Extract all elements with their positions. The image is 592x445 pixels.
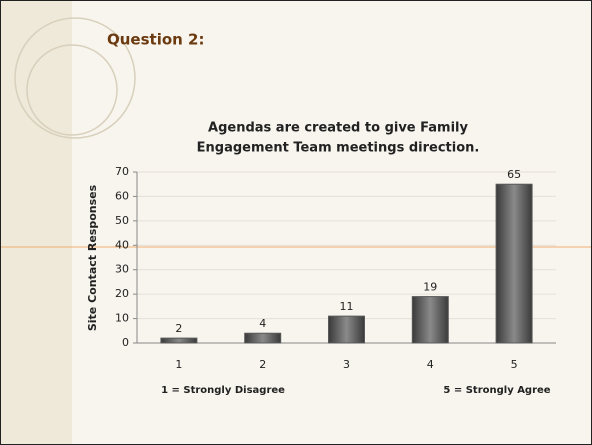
y-tick-label: 20 [115,287,129,300]
annotation: 1 = Strongly Disagree [161,385,285,396]
y-tick-label: 50 [115,214,129,227]
y-tick-label: 30 [115,263,129,276]
data-label: 19 [423,281,437,294]
bar [328,315,365,344]
decor-circle [14,17,136,139]
decor-circle [26,44,118,136]
x-tick-label: 4 [427,358,434,371]
y-tick-label: 0 [122,336,129,349]
y-tick-label: 40 [115,238,129,251]
bar [244,332,282,344]
chart-title: Engagement Team meetings direction. [197,141,480,156]
x-tick-label: 2 [259,358,266,371]
side-strip [1,1,72,444]
data-label: 11 [340,300,354,313]
y-tick-label: 70 [115,165,129,178]
x-tick-label: 5 [511,358,518,371]
y-tick-label: 60 [115,189,129,202]
y-tick-label: 10 [115,312,129,325]
slide-title: Question 2: [107,31,205,49]
bar [160,337,198,344]
bar [495,183,533,344]
y-axis-label: Site Contact Responses [86,184,99,331]
chart-title: Agendas are created to give Family [208,121,468,136]
x-tick-label: 3 [343,358,350,371]
x-tick-label: 1 [175,358,182,371]
annotation: 5 = Strongly Agree [443,385,550,396]
bar [411,296,449,344]
data-label: 65 [507,168,521,181]
data-label: 2 [175,322,182,335]
data-label: 4 [259,317,266,330]
